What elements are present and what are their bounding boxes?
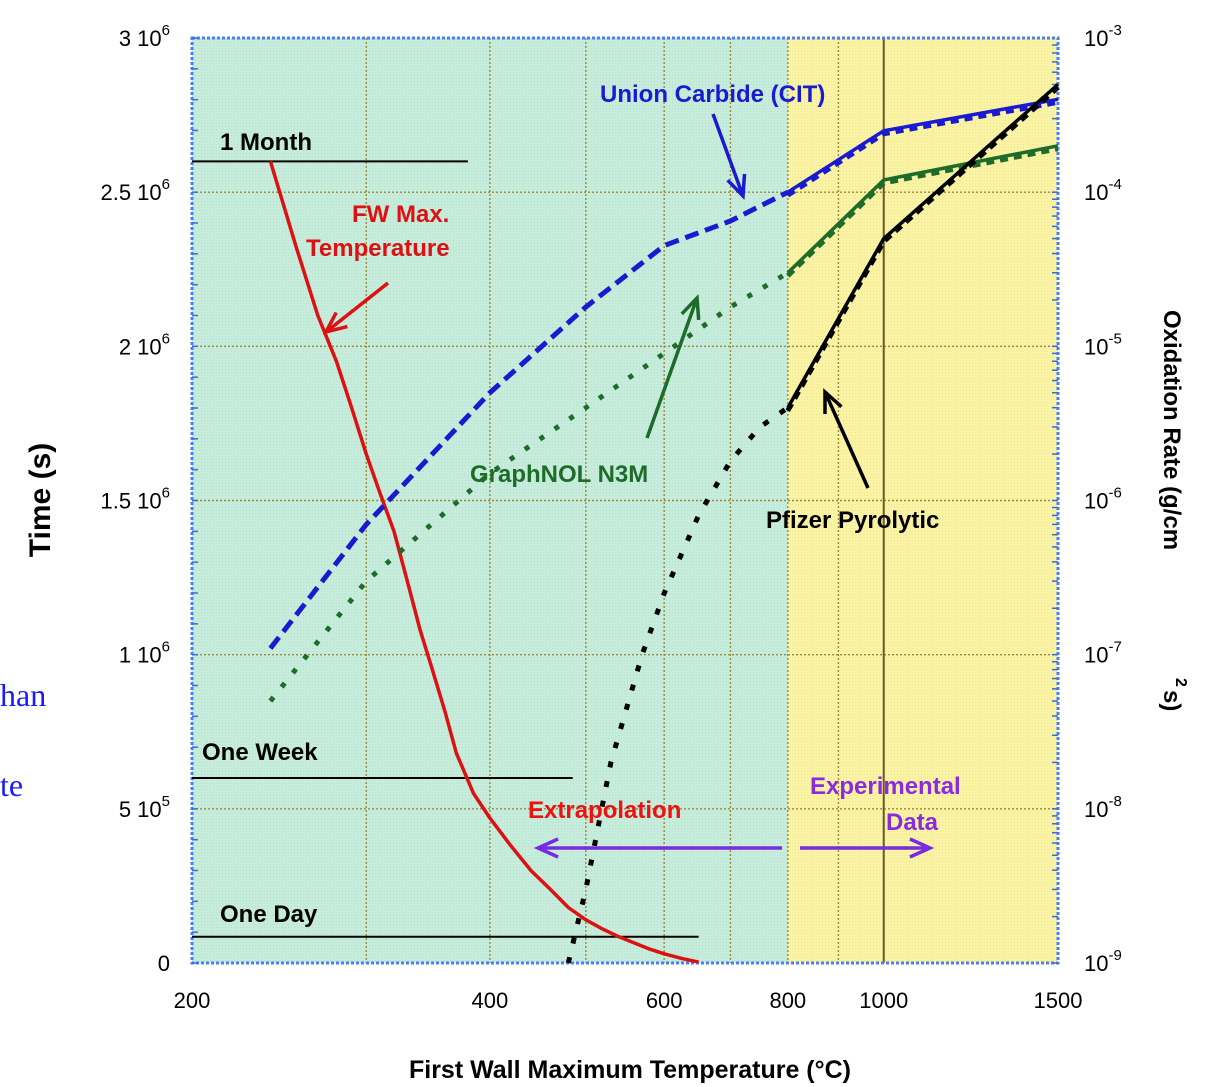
arrow-graphnol-head	[680, 293, 701, 321]
x-tick-label: 1000	[859, 988, 908, 1013]
label-extrapolation: Extrapolation	[528, 797, 681, 824]
y-left-tick-exponent: 6	[162, 485, 170, 502]
y-left-tick-exponent: 6	[162, 22, 170, 39]
arrow-fw-temperature	[324, 281, 390, 334]
y-right-tick-exponent: -3	[1108, 22, 1121, 39]
label-union-carbide: Union Carbide (CIT)	[600, 81, 825, 108]
reference-lines	[192, 160, 699, 938]
y-left-tick-label: 1 106	[119, 639, 170, 668]
y-axis-right-label-sup: 2	[1172, 678, 1189, 687]
series-extrapolated-union-carbide-cit	[268, 189, 789, 650]
arrow-union-carbide	[711, 113, 745, 197]
x-tick-label: 1500	[1034, 988, 1083, 1013]
grid	[192, 38, 1058, 963]
label-fw-max: FW Max.	[352, 201, 449, 228]
y-right-tick-exponent: -4	[1108, 176, 1121, 193]
y-right-tick-label: 10-9	[1084, 947, 1122, 976]
arrow-graphnol	[645, 297, 699, 439]
x-axis-label: First Wall Maximum Temperature (°C)	[409, 1056, 851, 1084]
cropped-side-text-2: te	[0, 767, 23, 803]
y-right-tick-label: 10-7	[1084, 639, 1122, 668]
y-right-tick-label: 10-6	[1084, 485, 1122, 514]
label-experimental: Experimental	[810, 773, 961, 800]
cropped-side-text-1: han	[0, 677, 46, 713]
x-tick-label: 200	[174, 988, 211, 1013]
y-right-tick-exponent: -7	[1108, 639, 1121, 656]
plot-frame	[190, 36, 1060, 965]
y-right-tick-exponent: -9	[1108, 947, 1121, 964]
y-right-tick-exponent: -6	[1108, 485, 1121, 502]
y-left-tick-exponent: 6	[162, 176, 170, 193]
y-right-tick-exponent: -8	[1108, 793, 1121, 810]
y-left-tick-exponent: 5	[162, 793, 170, 810]
series-line-fw-max-temperature	[268, 160, 699, 964]
y-left-tick-label: 2 106	[119, 330, 170, 359]
label-temperature: Temperature	[306, 235, 450, 262]
arrow-pfizer-head	[823, 388, 843, 415]
label-pfizer: Pfizer Pyrolytic	[766, 507, 939, 534]
y-right-tick-exponent: -5	[1108, 330, 1121, 347]
series-fit-union-carbide-cit	[786, 99, 1059, 198]
y-right-tick-label: 10-4	[1084, 176, 1122, 205]
label-one-week: One Week	[202, 739, 318, 766]
y-right-tick-label: 10-8	[1084, 793, 1122, 822]
y-axis-right-label-end: s)	[1158, 690, 1185, 711]
label-data: Data	[886, 809, 939, 836]
x-tick-label: 400	[472, 988, 509, 1013]
y-left-tick-label: 0	[158, 951, 170, 976]
label-graphnol: GraphNOL N3M	[470, 461, 648, 488]
label-1-month: 1 Month	[220, 129, 312, 156]
y-left-tick-label: 1.5 106	[100, 485, 170, 514]
x-tick-label: 600	[646, 988, 683, 1013]
label-one-day: One Day	[220, 901, 318, 928]
y-right-tick-label: 10-5	[1084, 330, 1122, 359]
arrow-extrapolation-head	[533, 837, 559, 859]
annotation-arrows	[322, 113, 935, 859]
y-left-tick-exponent: 6	[162, 639, 170, 656]
series	[268, 83, 1060, 964]
y-left-tick-label: 5 105	[119, 793, 170, 822]
y-axis-right-label: Oxidation Rate (g/cm 2 s)	[1158, 310, 1189, 711]
arrow-pfizer	[823, 391, 870, 489]
y-axis-left-label: Time (s)	[24, 443, 57, 557]
series-extrapolated-graphnol-n3m	[268, 270, 790, 703]
series-measured-union-carbide-cit	[786, 97, 1059, 194]
series-extrapolated-pfizer-pyrolytic	[565, 405, 790, 964]
y-left-tick-label: 3 106	[119, 22, 170, 51]
arrow-experimental-head	[909, 837, 935, 859]
y-axis-right-label-main: Oxidation Rate (g/cm	[1158, 310, 1185, 550]
y-right-tick-label: 10-3	[1084, 22, 1122, 51]
arrow-union-carbide-head	[726, 173, 747, 201]
y-left-tick-exponent: 6	[162, 330, 170, 347]
series-fit-graphnol-n3m	[786, 146, 1059, 278]
arrow-fw-temperature-head	[322, 311, 348, 335]
x-tick-label: 800	[769, 988, 806, 1013]
plot-border	[190, 36, 1060, 965]
y-left-tick-label: 2.5 106	[100, 176, 170, 205]
